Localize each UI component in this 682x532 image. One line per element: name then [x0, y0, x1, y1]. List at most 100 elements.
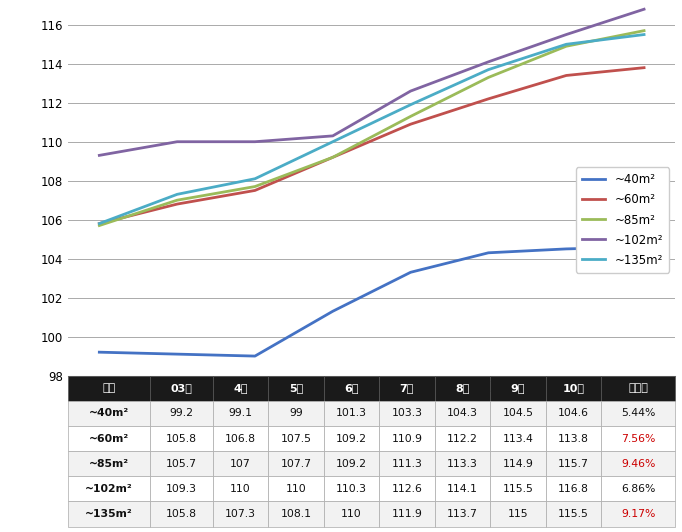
Text: 115.5: 115.5: [503, 484, 533, 494]
Text: 111.3: 111.3: [391, 459, 422, 469]
Text: 115: 115: [507, 509, 528, 519]
Bar: [546, 502, 601, 527]
Bar: [323, 502, 379, 527]
Bar: [601, 451, 675, 476]
Bar: [323, 376, 379, 401]
Text: 113.4: 113.4: [503, 434, 533, 444]
Bar: [490, 401, 546, 426]
Bar: [601, 476, 675, 502]
Bar: [323, 451, 379, 476]
Text: 6월: 6월: [344, 383, 359, 393]
Text: ~60m²: ~60m²: [89, 434, 129, 444]
Bar: [546, 476, 601, 502]
Text: 114.9: 114.9: [503, 459, 533, 469]
Text: 상승률: 상승률: [628, 383, 648, 393]
Bar: [379, 451, 434, 476]
Bar: [434, 451, 490, 476]
Bar: [490, 451, 546, 476]
Text: 107.7: 107.7: [280, 459, 311, 469]
Bar: [434, 502, 490, 527]
Text: 9.46%: 9.46%: [621, 459, 655, 469]
Bar: [213, 426, 268, 451]
Bar: [379, 502, 434, 527]
Bar: [379, 476, 434, 502]
Bar: [490, 502, 546, 527]
Text: 9월: 9월: [511, 383, 525, 393]
Text: 5월: 5월: [288, 383, 303, 393]
Text: 109.2: 109.2: [336, 434, 367, 444]
Bar: [434, 476, 490, 502]
Bar: [213, 376, 268, 401]
Bar: [213, 502, 268, 527]
Bar: [268, 451, 323, 476]
Text: 113.3: 113.3: [447, 459, 478, 469]
Text: 99.1: 99.1: [228, 409, 252, 418]
Bar: [490, 376, 546, 401]
Bar: [379, 401, 434, 426]
Bar: [213, 451, 268, 476]
Bar: [149, 451, 213, 476]
Text: 110: 110: [341, 509, 361, 519]
Bar: [68, 426, 149, 451]
Bar: [546, 451, 601, 476]
Text: 8월: 8월: [455, 383, 469, 393]
Bar: [490, 476, 546, 502]
Text: 10월: 10월: [563, 383, 584, 393]
Bar: [323, 476, 379, 502]
Bar: [268, 426, 323, 451]
Bar: [213, 476, 268, 502]
Text: 112.6: 112.6: [391, 484, 422, 494]
Bar: [268, 502, 323, 527]
Bar: [68, 502, 149, 527]
Bar: [149, 426, 213, 451]
Text: 109.2: 109.2: [336, 459, 367, 469]
Bar: [434, 376, 490, 401]
Text: 99: 99: [289, 409, 303, 418]
Bar: [268, 401, 323, 426]
Bar: [213, 401, 268, 426]
Bar: [268, 376, 323, 401]
Text: 114.1: 114.1: [447, 484, 478, 494]
Text: 104.5: 104.5: [503, 409, 533, 418]
Bar: [323, 401, 379, 426]
Text: 7.56%: 7.56%: [621, 434, 655, 444]
Bar: [546, 401, 601, 426]
Bar: [601, 502, 675, 527]
Text: 105.8: 105.8: [166, 434, 196, 444]
Text: 110.9: 110.9: [391, 434, 422, 444]
Text: ~102m²: ~102m²: [85, 484, 133, 494]
Text: 115.5: 115.5: [558, 509, 589, 519]
Text: 7월: 7월: [400, 383, 414, 393]
Bar: [601, 376, 675, 401]
Bar: [149, 502, 213, 527]
Bar: [149, 476, 213, 502]
Text: ~85m²: ~85m²: [89, 459, 129, 469]
Bar: [149, 401, 213, 426]
Text: 9.17%: 9.17%: [621, 509, 655, 519]
Text: 4월: 4월: [233, 383, 248, 393]
Bar: [490, 426, 546, 451]
Bar: [601, 401, 675, 426]
Bar: [68, 401, 149, 426]
Text: 115.7: 115.7: [558, 459, 589, 469]
Bar: [323, 426, 379, 451]
Text: 113.8: 113.8: [558, 434, 589, 444]
Bar: [379, 426, 434, 451]
Text: 104.6: 104.6: [558, 409, 589, 418]
Text: 101.3: 101.3: [336, 409, 367, 418]
Text: 110: 110: [230, 484, 251, 494]
Bar: [546, 426, 601, 451]
Legend: ~40m², ~60m², ~85m², ~102m², ~135m²: ~40m², ~60m², ~85m², ~102m², ~135m²: [576, 168, 669, 272]
Bar: [149, 376, 213, 401]
Bar: [434, 401, 490, 426]
Text: 107: 107: [230, 459, 251, 469]
Text: 107.3: 107.3: [225, 509, 256, 519]
Text: 116.8: 116.8: [558, 484, 589, 494]
Text: 110.3: 110.3: [336, 484, 367, 494]
Text: 104.3: 104.3: [447, 409, 478, 418]
Bar: [268, 476, 323, 502]
Text: 113.7: 113.7: [447, 509, 478, 519]
Bar: [601, 426, 675, 451]
Text: 108.1: 108.1: [280, 509, 311, 519]
Text: 107.5: 107.5: [280, 434, 311, 444]
